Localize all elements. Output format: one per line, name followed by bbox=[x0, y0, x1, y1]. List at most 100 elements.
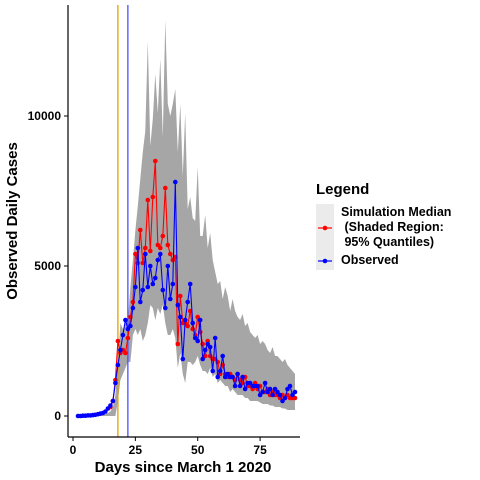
data-point-observed bbox=[130, 305, 136, 311]
x-tick-label: 25 bbox=[129, 443, 143, 457]
data-point-observed bbox=[158, 251, 163, 257]
series-layer bbox=[75, 158, 298, 419]
data-point-observed bbox=[255, 383, 260, 389]
data-point-observed bbox=[292, 389, 298, 395]
data-point-simulation-median bbox=[150, 194, 156, 200]
data-point-observed bbox=[282, 395, 288, 401]
quantile-band bbox=[73, 20, 295, 416]
data-point-observed bbox=[242, 386, 248, 392]
data-point-observed bbox=[235, 371, 240, 377]
data-point-observed bbox=[190, 320, 195, 326]
legend-key-point bbox=[322, 225, 328, 231]
data-point-observed bbox=[150, 281, 156, 287]
plot-area bbox=[73, 5, 298, 437]
data-point-observed bbox=[153, 275, 158, 281]
data-point-simulation-median bbox=[115, 338, 121, 344]
y-axis-ticks: 0 5000 10000 bbox=[28, 109, 68, 423]
y-tick-label: 10000 bbox=[28, 109, 62, 123]
data-point-observed bbox=[163, 305, 168, 311]
data-point-simulation-median bbox=[125, 335, 131, 341]
data-point-observed bbox=[145, 284, 151, 290]
legend-label: Simulation Median bbox=[341, 205, 451, 219]
data-point-observed bbox=[165, 263, 171, 269]
data-point-observed bbox=[115, 362, 121, 368]
data-point-simulation-median bbox=[153, 158, 158, 164]
data-point-observed bbox=[232, 383, 238, 389]
legend: Legend Simulation Median (Shaded Region:… bbox=[316, 181, 451, 270]
data-point-observed bbox=[220, 353, 225, 359]
data-point-simulation-median bbox=[123, 350, 128, 356]
data-point-observed bbox=[108, 403, 113, 408]
data-point-simulation-median bbox=[145, 197, 151, 203]
data-point-simulation-median bbox=[148, 248, 153, 254]
data-point-observed bbox=[202, 347, 208, 353]
data-point-observed bbox=[185, 299, 190, 305]
y-tick-label: 5000 bbox=[34, 259, 61, 273]
data-point-simulation-median bbox=[168, 251, 173, 257]
data-point-simulation-median bbox=[163, 185, 168, 191]
data-point-observed bbox=[262, 380, 268, 386]
data-point-observed bbox=[170, 281, 176, 287]
data-point-simulation-median bbox=[140, 260, 146, 266]
data-point-observed bbox=[230, 374, 235, 380]
data-point-observed bbox=[155, 257, 161, 263]
data-point-observed bbox=[207, 344, 213, 350]
data-point-simulation-median bbox=[185, 323, 190, 329]
legend-label: (Shaded Region: bbox=[341, 220, 444, 234]
x-tick-label: 0 bbox=[70, 443, 77, 457]
legend-entry-0: Simulation Median (Shaded Region: 95% Qu… bbox=[316, 204, 451, 252]
data-point-observed bbox=[267, 386, 273, 392]
data-point-observed bbox=[135, 245, 141, 251]
data-point-observed bbox=[215, 374, 220, 380]
data-point-simulation-median bbox=[158, 245, 163, 251]
data-point-observed bbox=[110, 398, 116, 404]
data-point-simulation-median bbox=[165, 242, 171, 248]
x-tick-label: 50 bbox=[191, 443, 205, 457]
data-point-observed bbox=[182, 317, 188, 323]
data-point-observed bbox=[180, 356, 186, 362]
data-point-simulation-median bbox=[138, 227, 143, 233]
data-point-observed bbox=[160, 287, 166, 293]
data-point-observed bbox=[287, 383, 293, 389]
data-point-simulation-median bbox=[178, 293, 183, 299]
data-point-simulation-median bbox=[175, 341, 181, 347]
x-axis-ticks: 0 25 50 75 bbox=[70, 437, 267, 457]
legend-label: Observed bbox=[341, 253, 399, 267]
legend-title: Legend bbox=[316, 181, 369, 198]
data-point-simulation-median bbox=[135, 260, 141, 266]
data-point-simulation-median bbox=[133, 251, 138, 257]
data-point-observed bbox=[200, 356, 205, 362]
series-observed bbox=[75, 179, 298, 419]
data-point-observed bbox=[210, 368, 215, 374]
data-point-observed bbox=[175, 302, 181, 308]
y-axis-title: Observed Daily Cases bbox=[4, 142, 21, 300]
data-point-simulation-median bbox=[160, 233, 166, 239]
legend-key-point bbox=[322, 258, 328, 264]
data-point-observed bbox=[212, 335, 218, 341]
data-point-observed bbox=[138, 299, 143, 305]
series-line-observed bbox=[78, 181, 296, 417]
data-point-observed bbox=[128, 323, 133, 329]
y-tick-label: 0 bbox=[54, 409, 61, 423]
legend-label: 95% Quantiles) bbox=[341, 235, 434, 249]
x-axis-title: Days since March 1 2020 bbox=[95, 459, 272, 476]
data-point-observed bbox=[168, 296, 173, 302]
data-point-observed bbox=[277, 392, 283, 398]
data-point-observed bbox=[143, 251, 148, 257]
data-point-observed bbox=[123, 317, 128, 323]
data-point-observed bbox=[217, 368, 223, 374]
legend-entry-1: Observed bbox=[316, 252, 399, 270]
data-point-observed bbox=[260, 389, 265, 395]
data-point-observed bbox=[133, 284, 138, 290]
x-tick-label: 75 bbox=[253, 443, 267, 457]
data-point-observed bbox=[118, 347, 123, 353]
data-point-simulation-median bbox=[143, 245, 148, 251]
data-point-observed bbox=[237, 383, 243, 389]
data-point-observed bbox=[148, 263, 153, 269]
data-point-observed bbox=[173, 179, 178, 185]
data-point-observed bbox=[120, 332, 126, 338]
data-point-observed bbox=[270, 392, 275, 398]
data-point-observed bbox=[140, 287, 146, 293]
data-point-observed bbox=[113, 380, 118, 386]
